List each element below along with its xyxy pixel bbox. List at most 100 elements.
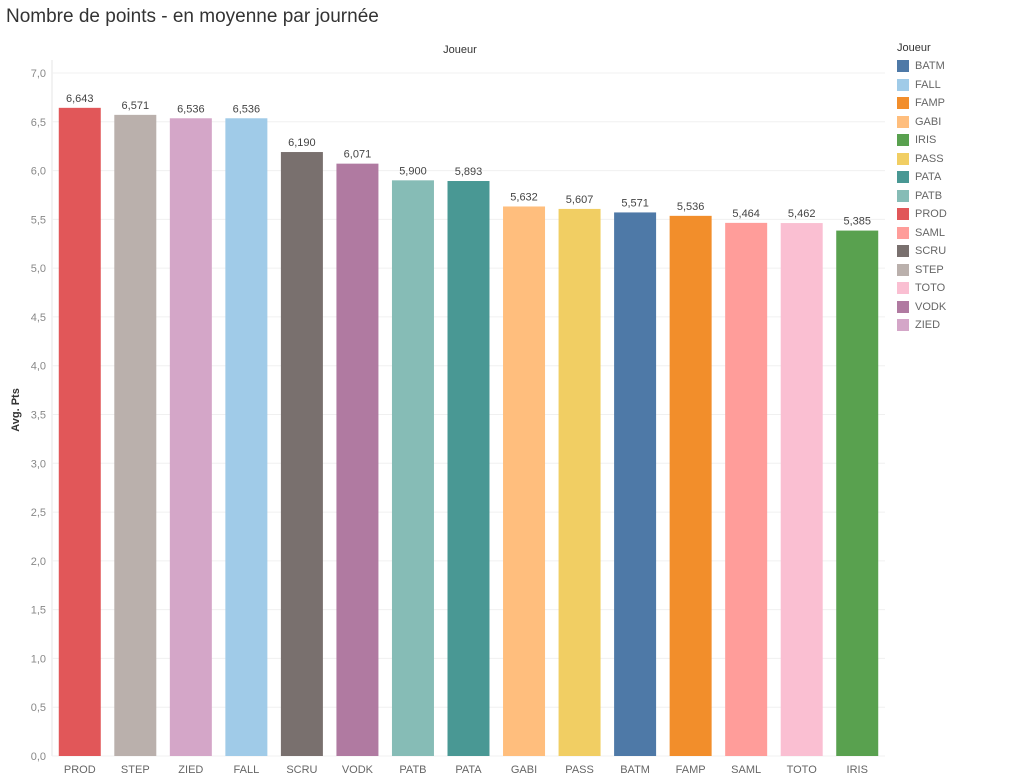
y-axis-title: Avg. Pts	[10, 388, 22, 432]
data-label: 5,464	[732, 208, 760, 220]
bar-famp	[669, 215, 712, 756]
x-tick-label: SCRU	[286, 764, 317, 776]
bar-gabi	[503, 206, 546, 756]
data-label: 5,462	[788, 208, 816, 220]
y-tick-label: 3,5	[31, 410, 46, 422]
legend-item[interactable]: PROD	[897, 205, 947, 224]
data-label: 5,536	[677, 201, 705, 213]
legend-label: STEP	[915, 263, 944, 276]
y-tick-label: 6,0	[31, 166, 46, 178]
legend-swatch	[897, 319, 909, 332]
data-label: 5,385	[843, 216, 871, 228]
legend-swatch	[897, 282, 909, 295]
column-header: Joueur	[443, 44, 477, 56]
legend-label: SCRU	[915, 245, 947, 258]
data-label: 6,643	[66, 93, 94, 105]
legend-item[interactable]: BATM	[897, 57, 947, 76]
bar-zied	[169, 118, 212, 757]
legend-swatch	[897, 134, 909, 147]
legend-item[interactable]: FALL	[897, 76, 947, 95]
legend: Joueur BATM FALL FAMP GABI IRIS PASS PATA PATB P…	[897, 42, 947, 335]
legend-label: PASS	[915, 152, 944, 165]
legend-title: Joueur	[897, 42, 931, 54]
data-label: 5,632	[510, 191, 538, 203]
legend-swatch	[897, 171, 909, 184]
legend-item[interactable]: SCRU	[897, 242, 947, 261]
x-tick-label: FALL	[234, 764, 260, 776]
legend-item[interactable]: STEP	[897, 261, 947, 280]
y-tick-label: 6,5	[31, 117, 46, 129]
legend-swatch	[897, 263, 909, 276]
legend-swatch	[897, 152, 909, 165]
legend-label: FAMP	[915, 97, 945, 110]
legend-swatch	[897, 226, 909, 239]
bar-batm	[614, 212, 657, 756]
data-label: 6,071	[344, 149, 372, 161]
legend-item[interactable]: SAML	[897, 224, 947, 243]
bar-scru	[280, 152, 323, 757]
y-tick-label: 0,0	[31, 751, 46, 763]
legend-swatch	[897, 60, 909, 73]
bar-fall	[225, 118, 268, 757]
legend-item[interactable]: FAMP	[897, 94, 947, 113]
y-tick-label: 4,5	[31, 312, 46, 324]
legend-label: IRIS	[915, 134, 937, 147]
bar-pass	[558, 208, 601, 757]
x-tick-label: IRIS	[847, 764, 868, 776]
x-tick-label: GABI	[511, 764, 537, 776]
legend-label: PROD	[915, 208, 947, 221]
data-label: 6,190	[288, 137, 316, 149]
data-label: 6,536	[177, 103, 205, 115]
x-tick-label: TOTO	[787, 764, 818, 776]
legend-swatch	[897, 245, 909, 258]
legend-item[interactable]: PATA	[897, 168, 947, 187]
y-tick-label: 3,0	[31, 458, 46, 470]
legend-label: ZIED	[915, 319, 941, 332]
y-tick-label: 2,5	[31, 507, 46, 519]
chart-title: Nombre de points - en moyenne par journé…	[6, 6, 379, 27]
x-tick-label: STEP	[121, 764, 150, 776]
x-tick-label: PATB	[399, 764, 426, 776]
legend-item[interactable]: ZIED	[897, 316, 947, 335]
x-tick-label: PATA	[455, 764, 482, 776]
y-tick-label: 0,5	[31, 702, 46, 714]
legend-swatch	[897, 78, 909, 91]
legend-label: FALL	[915, 78, 941, 91]
legend-item[interactable]: PASS	[897, 150, 947, 169]
legend-item[interactable]: GABI	[897, 113, 947, 132]
y-tick-label: 1,0	[31, 653, 46, 665]
bar-patb	[391, 180, 434, 757]
legend-label: SAML	[915, 226, 945, 239]
x-tick-label: PASS	[565, 764, 594, 776]
y-tick-label: 5,0	[31, 263, 46, 275]
legend-swatch	[897, 300, 909, 313]
legend-item[interactable]: PATB	[897, 187, 947, 206]
legend-item[interactable]: IRIS	[897, 131, 947, 150]
legend-label: PATB	[915, 189, 943, 202]
x-tick-label: BATM	[620, 764, 650, 776]
bar-chart: 0,0 0,5 1,0 1,5 2,0 2,5 3,0 3,5 4,0 4,5 5,0 5,5 6,0 6…	[10, 44, 885, 776]
legend-item[interactable]: TOTO	[897, 279, 947, 298]
legend-swatch	[897, 208, 909, 221]
data-label: 5,900	[399, 165, 427, 177]
legend-label: PATA	[915, 171, 942, 184]
bar-vodk	[336, 163, 379, 756]
x-tick-label: FAMP	[676, 764, 706, 776]
bar-pata	[447, 181, 490, 756]
data-label: 5,607	[566, 194, 594, 206]
legend-swatch	[897, 97, 909, 110]
legend-label: VODK	[915, 300, 947, 313]
legend-swatch	[897, 115, 909, 128]
legend-item[interactable]: VODK	[897, 298, 947, 317]
bar-saml	[725, 222, 768, 756]
x-tick-label: ZIED	[178, 764, 203, 776]
data-label: 5,571	[621, 197, 649, 209]
data-label: 5,893	[455, 166, 483, 178]
legend-label: BATM	[915, 60, 945, 73]
bar-step	[114, 114, 157, 756]
y-tick-label: 1,5	[31, 605, 46, 617]
legend-label: TOTO	[915, 282, 946, 295]
y-tick-label: 2,0	[31, 556, 46, 568]
bar-prod	[58, 107, 101, 756]
legend-label: GABI	[915, 115, 942, 128]
